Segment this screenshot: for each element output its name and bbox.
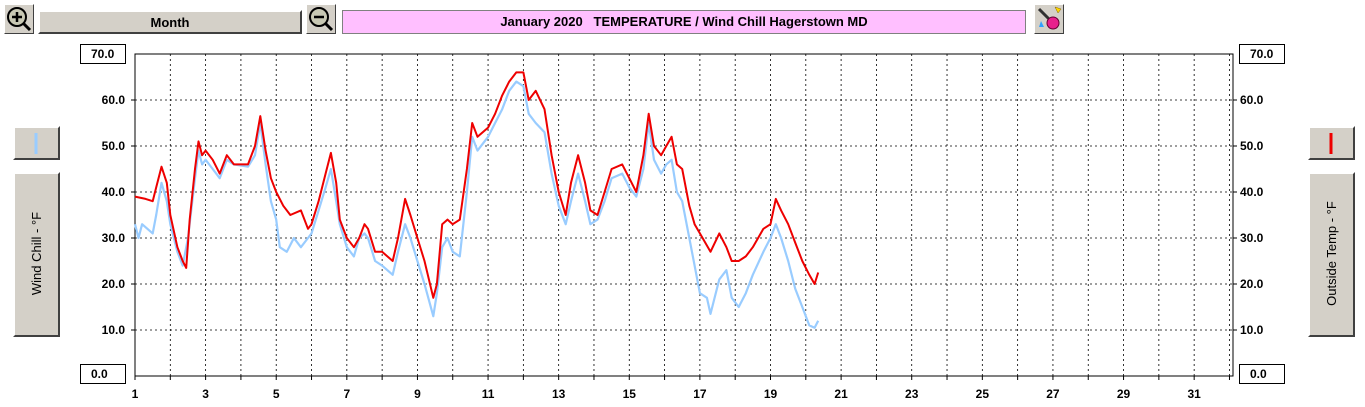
x-tick-label: 27 (1046, 387, 1060, 401)
x-tick-label: 31 (1187, 387, 1201, 401)
y-tick-label-right: 20.0 (1240, 277, 1264, 291)
x-tick-label: 21 (834, 387, 848, 401)
y-tick-label-right: 30.0 (1240, 231, 1264, 245)
left-axis-top-value[interactable]: 70.0 (80, 44, 126, 64)
chart-title: January 2020 TEMPERATURE / Wind Chill Ha… (342, 10, 1026, 34)
y-tick-label-right: 10.0 (1240, 323, 1264, 337)
period-button[interactable]: Month (38, 10, 302, 34)
outside-temp-legend-button[interactable] (1308, 126, 1355, 160)
x-tick-label: 29 (1117, 387, 1131, 401)
period-label: Month (150, 15, 190, 30)
left-axis-bottom-value[interactable]: 0.0 (80, 364, 126, 384)
red-line-icon (1329, 133, 1333, 154)
right-axis-top-value[interactable]: 70.0 (1239, 44, 1285, 64)
light-blue-line-icon (34, 133, 38, 154)
wind-chill-axis-button[interactable]: Wind Chill - °F (13, 172, 60, 337)
wind-chill-legend-button[interactable] (13, 126, 60, 160)
x-tick-label: 9 (414, 387, 421, 401)
zoom-in-icon (7, 7, 32, 32)
x-tick-label: 5 (273, 387, 280, 401)
y-tick-label-left: 20.0 (102, 277, 126, 291)
zoom-out-icon (309, 7, 334, 32)
y-tick-label-right: 40.0 (1240, 185, 1264, 199)
x-tick-label: 1 (132, 387, 139, 401)
zoom-in-button[interactable] (4, 4, 34, 34)
tools-button[interactable] (1034, 4, 1064, 34)
x-tick-label: 25 (976, 387, 990, 401)
x-tick-label: 11 (482, 387, 495, 401)
y-tick-label-left: 10.0 (102, 323, 126, 337)
outside-temp-axis-button[interactable]: Outside Temp - °F (1308, 172, 1355, 337)
y-tick-label-left: 30.0 (102, 231, 126, 245)
outside-temp-line (134, 71, 820, 299)
x-tick-label: 23 (905, 387, 919, 401)
right-axis-bottom-value[interactable]: 0.0 (1239, 364, 1285, 384)
x-tick-label: 13 (552, 387, 566, 401)
x-tick-label: 17 (693, 387, 707, 401)
y-tick-label-right: 60.0 (1240, 93, 1264, 107)
y-tick-label-left: 50.0 (102, 139, 126, 153)
wind-chill-line (133, 80, 820, 329)
wand-icon (1037, 6, 1062, 30)
y-tick-label-right: 50.0 (1240, 139, 1264, 153)
x-tick-label: 15 (623, 387, 637, 401)
x-tick-label: 3 (202, 387, 209, 401)
x-tick-label: 19 (764, 387, 778, 401)
x-tick-label: 7 (343, 387, 350, 401)
y-tick-label-left: 40.0 (102, 185, 126, 199)
y-tick-label-left: 60.0 (102, 93, 126, 107)
zoom-out-button[interactable] (306, 4, 336, 34)
